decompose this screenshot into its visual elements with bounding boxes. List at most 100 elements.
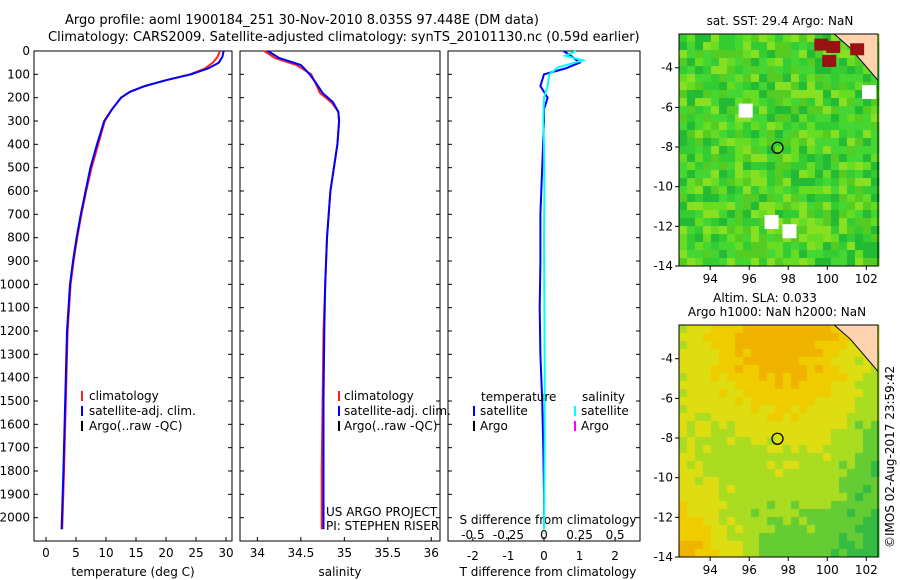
map-cell (871, 493, 880, 502)
map-cell (759, 226, 768, 235)
map-cell (687, 58, 696, 67)
map-cell (751, 114, 760, 123)
map-cell (711, 34, 720, 43)
depth-tick-label: 1600 (0, 417, 30, 431)
map-cell (815, 234, 824, 243)
map-cell (823, 210, 832, 219)
map-cell (775, 82, 784, 91)
map-cell (759, 194, 768, 203)
map-cell (799, 525, 808, 534)
map-cell (687, 429, 696, 438)
map-cell (767, 421, 776, 430)
map-cell (727, 90, 736, 99)
map-cell (815, 381, 824, 390)
x-tick-label: 36 (424, 546, 439, 560)
map-cell (743, 58, 752, 67)
map-cell (791, 349, 800, 358)
map-cell (799, 154, 808, 163)
map-cell (799, 421, 808, 430)
map-cell (695, 381, 704, 390)
map-cell (703, 413, 712, 422)
map-cell (791, 186, 800, 195)
map-cell (791, 365, 800, 374)
map-cell (783, 234, 792, 243)
map-cell (807, 341, 816, 350)
map-cell (735, 461, 744, 470)
map-cell (839, 549, 848, 558)
map-cell (799, 541, 808, 550)
map-cell (703, 202, 712, 211)
map-cell (815, 162, 824, 171)
map-cell (807, 381, 816, 390)
map-cell (727, 178, 736, 187)
map-cell (839, 333, 848, 342)
map-cell (719, 397, 728, 406)
map-cell (799, 405, 808, 414)
map-cell (703, 98, 712, 107)
map-cell (695, 341, 704, 350)
map-cell (823, 493, 832, 502)
map-cell (823, 234, 832, 243)
map-cell (703, 429, 712, 438)
map-x-tick-label: 98 (781, 563, 796, 577)
map-cell (807, 178, 816, 187)
map-hot-cell (850, 43, 865, 56)
map-cell (807, 349, 816, 358)
map-cell (703, 445, 712, 454)
map-cell (719, 341, 728, 350)
map-cell (807, 413, 816, 422)
map-cell (735, 138, 744, 147)
legend-label: Argo (480, 419, 508, 433)
map-cell (791, 34, 800, 43)
map-cell (679, 122, 688, 131)
map-cell (783, 138, 792, 147)
map-cell (799, 170, 808, 179)
map-cell (855, 549, 864, 558)
legend-label: Argo(..raw -QC) (89, 419, 182, 433)
panel-frame-temperature (33, 50, 233, 542)
map-cell (783, 501, 792, 510)
map-cell (807, 82, 816, 91)
map-cell (807, 485, 816, 494)
map-cell (815, 437, 824, 446)
map-cell (743, 405, 752, 414)
map-cell (799, 485, 808, 494)
map-cell (735, 34, 744, 43)
map-cell (719, 325, 728, 334)
map-cell (711, 226, 720, 235)
map-cell (759, 525, 768, 534)
map-cell (767, 477, 776, 486)
map-cell (687, 517, 696, 526)
map-cell (679, 461, 688, 470)
map-cell (775, 90, 784, 99)
map-cell (807, 389, 816, 398)
map-cell (735, 373, 744, 382)
map-cell (759, 365, 768, 374)
map-cell (823, 34, 832, 43)
map-cell (703, 34, 712, 43)
map-cell (767, 114, 776, 123)
map-cell (719, 357, 728, 366)
map-cell (687, 178, 696, 187)
map-cell (871, 509, 880, 518)
map-cell (791, 429, 800, 438)
map-cell (847, 242, 856, 251)
map-cell (687, 250, 696, 259)
map-cell (863, 365, 872, 374)
map-cell (703, 178, 712, 187)
map-cell (831, 170, 840, 179)
map-cell (863, 258, 872, 267)
map-cell (855, 357, 864, 366)
map-cell (751, 242, 760, 251)
map-cell (727, 50, 736, 59)
map-cell (831, 178, 840, 187)
map-cell (695, 349, 704, 358)
map-cell (695, 373, 704, 382)
map-cell (839, 74, 848, 83)
map-cell (863, 162, 872, 171)
map-cell (815, 541, 824, 550)
map-cell (727, 114, 736, 123)
map-cell (847, 501, 856, 510)
map-cell (823, 258, 832, 267)
map-cell (823, 517, 832, 526)
